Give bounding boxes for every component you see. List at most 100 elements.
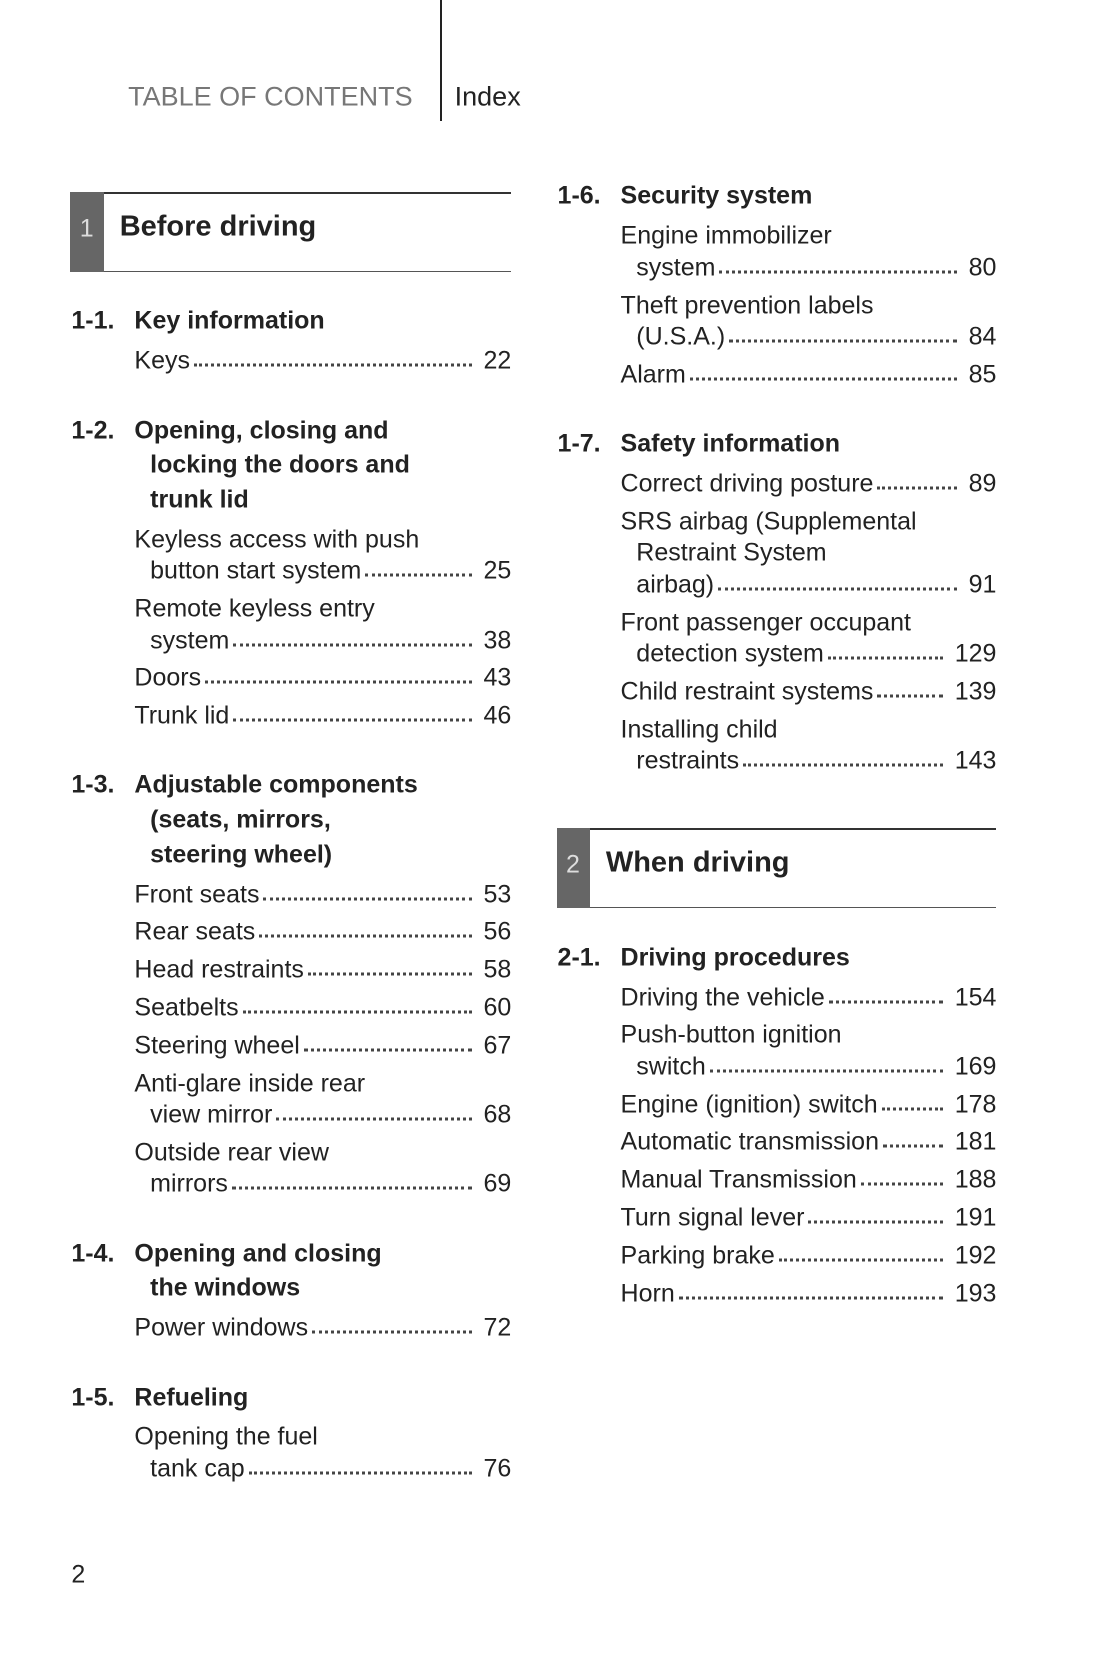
entry-page: 72 — [483, 1313, 512, 1342]
entry-text: Keyless access with push — [134, 525, 420, 554]
entry-row: Doors 43 — [134, 663, 511, 692]
entry-text: Turn signal lever — [620, 1203, 805, 1232]
entry-text: Parking brake — [620, 1241, 775, 1270]
section-number: 1-5. — [71, 1383, 115, 1412]
entry-row: view mirror 68 — [150, 1100, 512, 1129]
entry-text: (U.S.A.) — [636, 322, 726, 351]
chapter-title: When driving — [605, 846, 790, 879]
section-number: 1-3. — [71, 770, 115, 799]
entry-page: 58 — [483, 955, 512, 984]
entry-page: 22 — [483, 346, 512, 375]
entry-text: Seatbelts — [134, 993, 239, 1022]
dot-leader — [877, 486, 957, 490]
header-right: Index — [454, 81, 521, 112]
entry-row: Steering wheel 67 — [134, 1033, 511, 1058]
header-divider — [440, 0, 442, 121]
dot-leader — [882, 1144, 943, 1148]
entry-page: 169 — [954, 1052, 997, 1081]
entry-text: Steering wheel — [134, 1031, 300, 1060]
section-title: Driving procedures — [620, 943, 850, 972]
entry-text: Doors — [134, 663, 202, 692]
section-title: Refueling — [134, 1383, 249, 1412]
entry-text: system — [150, 626, 230, 654]
page-number: 2 — [71, 1560, 86, 1589]
entry-row: Horn 193 — [621, 1281, 997, 1306]
entry-text: Engine (ignition) switch — [620, 1090, 878, 1119]
entry-text: Theft prevention labels — [620, 291, 874, 320]
entry-text: Horn — [620, 1279, 675, 1308]
entry-text: Head restraints — [134, 955, 304, 984]
chapter-tab — [556, 828, 591, 909]
section-number: 2-1. — [557, 943, 601, 972]
entry-text: Restraint System — [636, 538, 827, 567]
entry-text: Power windows — [134, 1313, 309, 1342]
entry-text: Trunk lid — [134, 701, 230, 730]
entry-row: tank cap 76 — [150, 1456, 511, 1481]
dot-leader — [718, 587, 957, 591]
entry-row: switch 169 — [636, 1054, 996, 1079]
entry-text: detection system — [636, 639, 824, 668]
header-left: TABLE OF CONTENTS — [128, 81, 413, 112]
dot-leader — [678, 1296, 943, 1300]
entry-page: 68 — [483, 1100, 512, 1129]
entry-row: Rear seats 56 — [134, 919, 511, 945]
entry-text: Push-button ignition — [620, 1020, 842, 1049]
entry-text: SRS airbag (Supplemental — [620, 507, 917, 536]
entry-row: Correct driving posture 89 — [621, 471, 997, 497]
entry-page: 25 — [483, 556, 512, 585]
section-title: (seats, mirrors, — [150, 805, 331, 834]
entry-row: Head restraints 58 — [134, 955, 512, 984]
dot-leader — [233, 718, 472, 722]
dot-leader — [231, 1186, 472, 1190]
chapter-tab — [70, 192, 104, 272]
entry-row: (U.S.A.) 84 — [636, 322, 996, 351]
entry-page: 60 — [483, 993, 512, 1022]
entry-page: 69 — [483, 1169, 512, 1198]
entry-page: 193 — [954, 1279, 997, 1308]
section-title: Key information — [134, 306, 325, 335]
entry-text: Remote keyless entry — [134, 594, 375, 623]
section-title: steering wheel) — [150, 840, 333, 869]
entry-row: mirrors 69 — [150, 1169, 512, 1198]
section-number: 1-1. — [71, 306, 115, 335]
entry-row: restraints 143 — [636, 748, 996, 774]
entry-row: Parking brake 192 — [621, 1243, 997, 1268]
dot-leader — [808, 1220, 943, 1224]
dot-leader — [312, 1330, 472, 1334]
entry-text: mirrors — [150, 1169, 228, 1198]
entry-page: 38 — [483, 626, 512, 654]
dot-leader — [242, 1010, 472, 1014]
section-number: 1-7. — [557, 429, 601, 458]
entry-text: Automatic transmission — [620, 1127, 879, 1156]
entry-text: button start system — [150, 556, 362, 585]
chapter-box — [70, 192, 512, 272]
dot-leader — [365, 573, 472, 577]
entry-page: 91 — [968, 570, 997, 599]
section-number: 1-6. — [557, 181, 601, 210]
dot-leader — [743, 763, 943, 767]
entry-page: 46 — [483, 701, 512, 730]
entry-text: Driving the vehicle — [620, 983, 825, 1011]
entry-row: Front seats 53 — [134, 882, 511, 907]
dot-leader — [276, 1117, 472, 1121]
dot-leader — [877, 694, 943, 698]
entry-page: 192 — [954, 1241, 997, 1270]
dot-leader — [205, 680, 472, 684]
entry-row: Keys 22 — [134, 346, 512, 375]
chapter-box — [556, 828, 997, 909]
section-number: 1-2. — [71, 416, 115, 444]
entry-row: Trunk lid 46 — [134, 701, 512, 730]
dot-leader — [307, 972, 472, 976]
dot-leader — [248, 1471, 472, 1475]
dot-leader — [709, 1069, 943, 1073]
entry-page: 67 — [483, 1031, 512, 1060]
entry-row: Driving the vehicle 154 — [621, 985, 997, 1010]
entry-text: Anti-glare inside rear — [134, 1069, 366, 1098]
chapter-title: Before driving — [119, 210, 317, 243]
entry-page: 76 — [483, 1454, 512, 1483]
entry-text: Front passenger occupant — [620, 608, 912, 637]
dot-leader — [259, 934, 472, 938]
dot-leader — [881, 1107, 943, 1111]
entry-page: 188 — [954, 1165, 997, 1194]
